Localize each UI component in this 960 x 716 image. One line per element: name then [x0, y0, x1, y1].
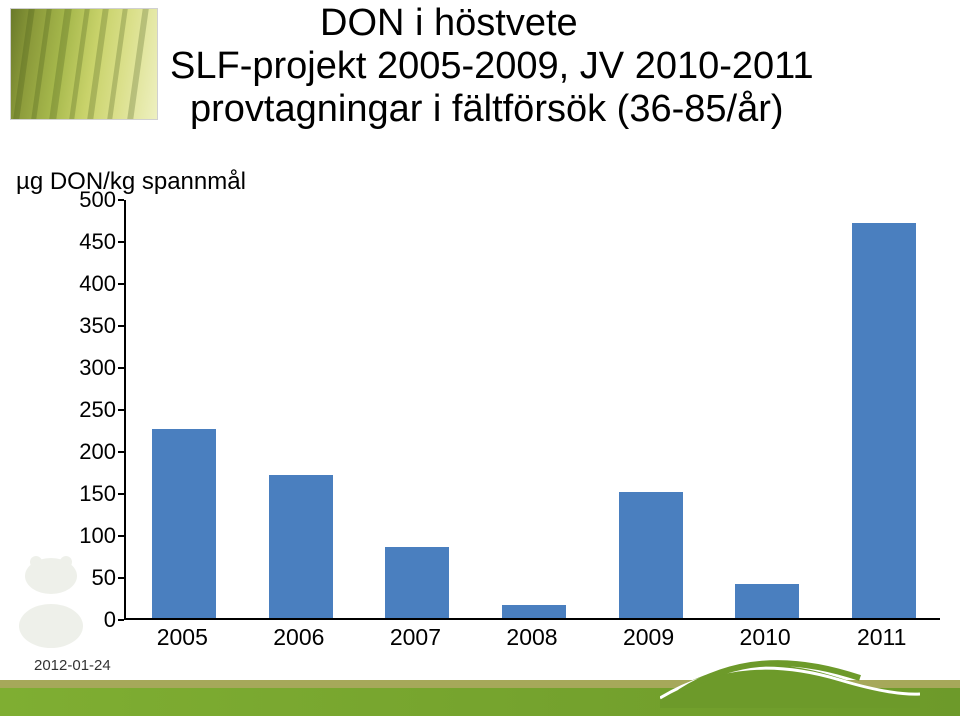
- y-tick-label: 350: [74, 313, 116, 339]
- slide-footer: [0, 670, 960, 716]
- y-tick-label: 450: [74, 229, 116, 255]
- y-tick-label: 250: [74, 397, 116, 423]
- x-tick-label: 2010: [740, 624, 791, 651]
- y-tick-mark: [118, 283, 124, 285]
- title-line-2: SLF-projekt 2005-2009, JV 2010-2011: [170, 45, 950, 88]
- footer-date: 2012-01-24: [34, 657, 111, 674]
- x-tick-label: 2005: [157, 624, 208, 651]
- y-tick-mark: [118, 199, 124, 201]
- x-tick-label: 2008: [506, 624, 557, 651]
- x-tick-label: 2007: [390, 624, 441, 651]
- y-tick-label: 150: [74, 481, 116, 507]
- y-tick-label: 400: [74, 271, 116, 297]
- y-axis-title: µg DON/kg spannmål: [16, 168, 246, 196]
- y-tick-label: 300: [74, 355, 116, 381]
- slide-title: DON i höstvete SLF-projekt 2005-2009, JV…: [170, 2, 950, 131]
- y-tick-label: 200: [74, 439, 116, 465]
- title-line-1: DON i höstvete: [320, 2, 950, 45]
- y-tick-label: 500: [74, 187, 116, 213]
- footer-band-olive: [0, 680, 960, 688]
- y-tick-mark: [118, 619, 124, 621]
- decorative-animal-icon: [6, 536, 96, 656]
- x-tick-label: 2011: [857, 624, 906, 651]
- title-line-3: provtagningar i fältförsök (36-85/år): [190, 88, 950, 131]
- footer-band-green: [0, 688, 960, 716]
- x-tick-label: 2006: [273, 624, 324, 651]
- y-tick-mark: [118, 451, 124, 453]
- y-tick-mark: [118, 409, 124, 411]
- y-tick-mark: [118, 241, 124, 243]
- x-tick-label: 2009: [623, 624, 674, 651]
- don-bar-chart: 050100150200250300350400450500 200520062…: [70, 200, 940, 652]
- y-tick-mark: [118, 493, 124, 495]
- wheat-thumbnail: [10, 8, 158, 120]
- slide-root: DON i höstvete SLF-projekt 2005-2009, JV…: [0, 0, 960, 716]
- y-tick-mark: [118, 535, 124, 537]
- y-tick-mark: [118, 325, 124, 327]
- y-tick-mark: [118, 577, 124, 579]
- y-tick-mark: [118, 367, 124, 369]
